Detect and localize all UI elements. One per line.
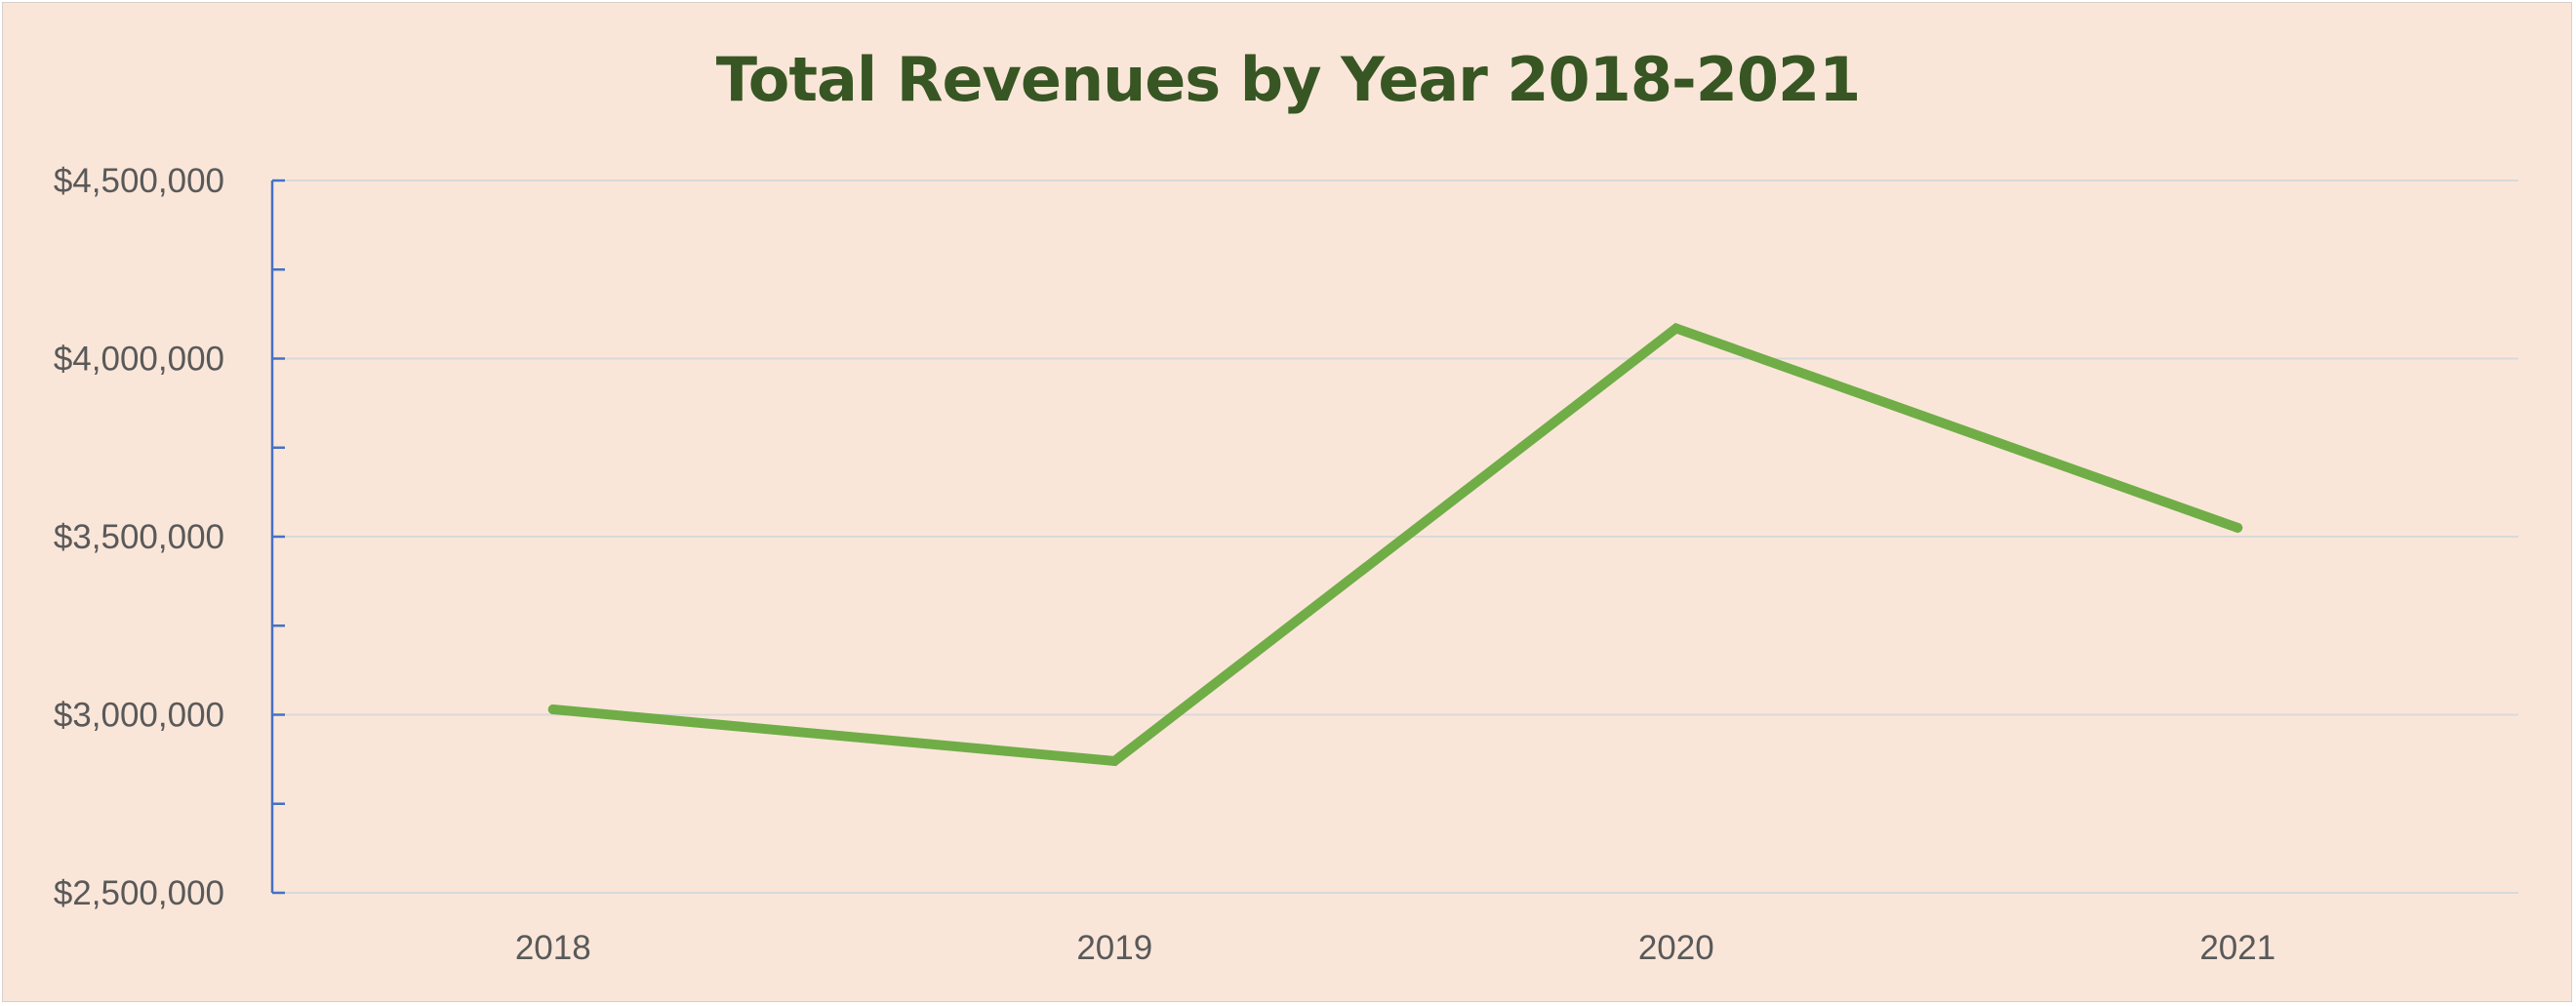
data-point xyxy=(2233,522,2243,533)
plot-area: $4,500,000 $4,000,000 $3,500,000 $3,000,000… xyxy=(54,162,2518,967)
y-tick-labels: $4,500,000 $4,000,000 $3,500,000 $3,000,000… xyxy=(54,162,224,912)
chart-title: Total Revenues by Year 2018-2021 xyxy=(715,44,1862,115)
y-tick-label: $2,500,000 xyxy=(54,874,224,912)
series-layer xyxy=(547,322,2243,767)
y-tick-label: $3,500,000 xyxy=(54,518,224,556)
x-tick-labels: 2018 2019 2020 2021 xyxy=(515,929,2275,967)
x-tick-label: 2018 xyxy=(515,929,591,967)
x-tick-label: 2021 xyxy=(2199,929,2275,967)
y-tick-label: $3,000,000 xyxy=(54,697,224,735)
data-point xyxy=(1109,755,1120,766)
gridlines xyxy=(272,180,2518,894)
y-tick-label: $4,000,000 xyxy=(54,341,224,379)
data-point xyxy=(547,704,558,715)
y-tick-label: $4,500,000 xyxy=(54,162,224,200)
y-axis xyxy=(270,179,285,895)
x-tick-label: 2020 xyxy=(1638,929,1714,967)
data-point xyxy=(1670,323,1681,334)
series-line xyxy=(547,322,2243,767)
x-tick-label: 2019 xyxy=(1076,929,1152,967)
